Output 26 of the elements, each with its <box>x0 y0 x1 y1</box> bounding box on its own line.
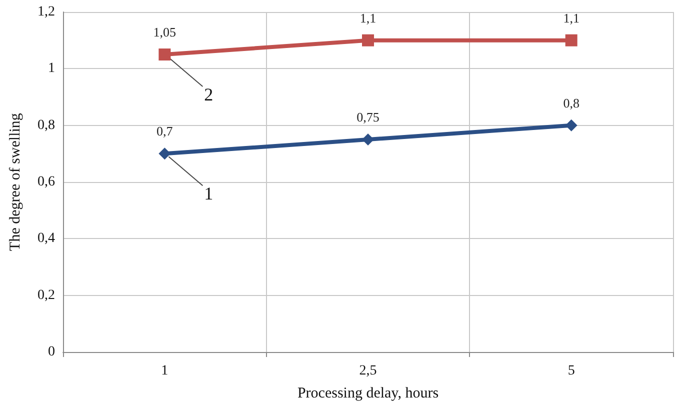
y-tick-label: 1 <box>48 61 55 76</box>
y-tick-label: 0 <box>48 344 55 360</box>
series-label: 2 <box>204 84 214 104</box>
point <box>158 48 171 60</box>
data-label: 1,05 <box>153 24 176 40</box>
point <box>362 134 374 146</box>
series-label: 1 <box>204 184 214 204</box>
data-label: 0,75 <box>356 110 380 124</box>
x-tick-label: 5 <box>568 364 575 378</box>
point <box>362 34 374 46</box>
y-tick-label: 1,2 <box>38 4 55 20</box>
data-label: 1,1 <box>563 10 580 26</box>
point <box>565 34 578 46</box>
point <box>158 148 171 160</box>
y-axis-title: The degree of swelling <box>8 112 24 251</box>
data-label: 0,7 <box>156 124 174 139</box>
data-label: 0,8 <box>563 95 580 110</box>
y-tick-label: 0,6 <box>38 174 55 190</box>
y-tick-label: 0,4 <box>38 231 55 246</box>
y-tick-label: 0,8 <box>38 118 55 133</box>
x-tick-label: 2,5 <box>359 364 377 378</box>
y-tick-label: 0,2 <box>38 288 55 303</box>
x-tick-label: 1 <box>161 364 168 378</box>
data-label: 1,1 <box>360 10 376 26</box>
x-axis-title: Processing delay, hours <box>297 386 439 402</box>
point <box>565 119 578 132</box>
